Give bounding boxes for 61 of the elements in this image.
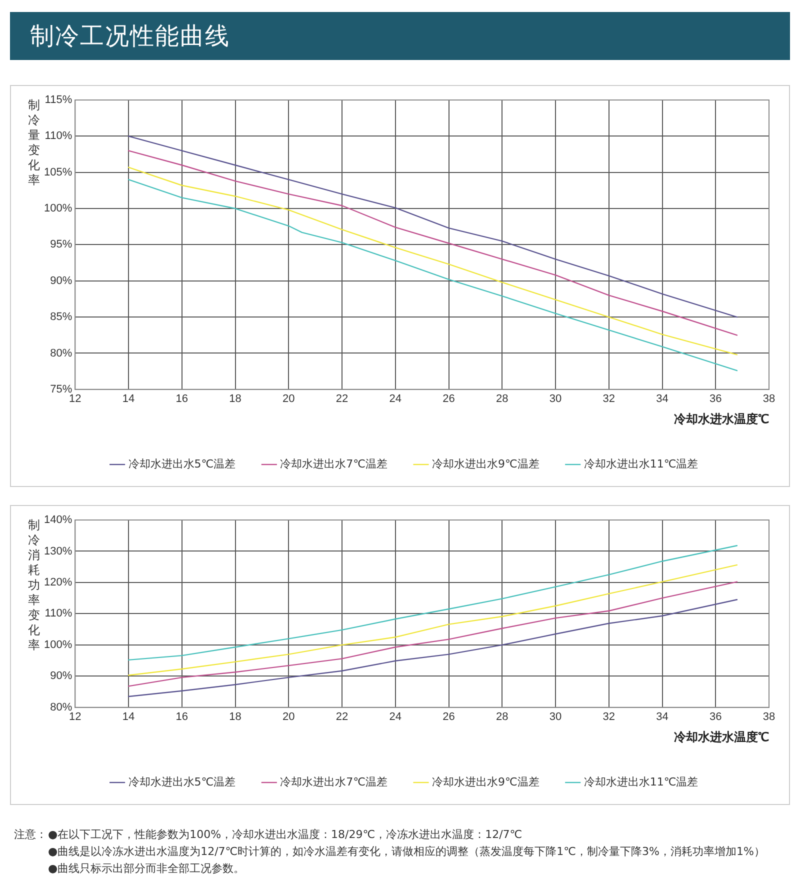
legend-label: 冷却水进出水11℃温差 [584,775,698,788]
x-tick-label: 16 [176,393,188,406]
x-tick-label: 26 [442,711,455,724]
y-tick-label: 80% [50,347,72,360]
x-tick-label: 18 [229,393,242,406]
legend-label: 冷却水进出水5℃温差 [128,775,236,788]
y-tick-label: 95% [50,238,72,251]
y-tick-label: 75% [50,383,72,396]
y-tick-label: 110% [44,608,72,620]
y-tick-label: 100% [44,202,72,215]
y-tick-label: 100% [44,638,72,651]
x-tick-label: 30 [549,393,562,406]
y-tick-label: 85% [50,311,72,324]
legend-label: 冷却水进出水5℃温差 [128,457,236,470]
x-axis-title: 冷却水进水温度℃ [674,412,769,426]
y-tick-label: 110% [44,130,72,142]
x-tick-label: 36 [710,393,722,406]
x-tick-label: 32 [602,711,615,724]
y-tick-label: 90% [50,274,72,287]
x-tick-label: 38 [762,711,776,724]
x-tick-label: 30 [549,711,562,724]
x-tick-label: 20 [282,711,295,724]
x-tick-label: 12 [69,393,82,406]
x-tick-label: 22 [336,393,348,406]
y-tick-label: 90% [50,670,72,682]
x-tick-label: 20 [282,393,295,406]
x-tick-label: 18 [229,711,242,724]
x-tick-label: 26 [442,393,455,406]
x-tick-label: 24 [389,393,402,406]
legend-label: 冷却水进出水11℃温差 [584,457,698,470]
text: 注意： [14,827,48,843]
x-tick-label: 28 [496,711,508,724]
text: 制冷消耗功率变化率 [28,518,40,652]
x-tick-label: 36 [710,711,722,724]
y-axis-title: 制冷量变化率 [27,98,41,188]
x-tick-label: 34 [656,393,668,406]
x-tick-label: 32 [602,393,615,406]
text: ●在以下工况下，性能参数为100%，冷却水进出水温度：18/29℃，冷冻水进出水温度：12/7℃ [48,827,522,843]
x-tick-label: 14 [122,711,135,724]
x-tick-label: 22 [336,711,348,724]
x-tick-label: 24 [389,711,402,724]
legend-label: 冷却水进出水7℃温差 [280,775,388,788]
x-tick-label: 12 [69,711,82,724]
x-tick-label: 28 [496,393,508,406]
y-tick-label: 105% [44,166,72,178]
legend-label: 冷却水进出水9℃温差 [432,457,540,470]
text: ●曲线是以冷冻水进出水温度为12/7℃时计算的，如冷水温差有变化，请做相应的调整（蒸发温度每下降1℃，制冷量下降3%，消耗功率增加1%） [48,844,765,860]
x-tick-label: 14 [122,393,135,406]
x-tick-label: 16 [176,711,188,724]
y-tick-label: 120% [44,576,72,588]
y-tick-label: 130% [44,545,72,558]
x-tick-label: 38 [762,393,776,406]
text: ●曲线只标示出部分而非全部工况参数。 [48,861,245,877]
x-axis-title: 冷却水进水温度℃ [674,730,769,744]
y-tick-label: 80% [50,701,72,714]
x-tick-label: 34 [656,711,668,724]
legend-label: 冷却水进出水7℃温差 [280,457,388,470]
y-tick-label: 115% [44,94,72,106]
legend-label: 冷却水进出水9℃温差 [432,775,540,788]
y-tick-label: 140% [44,514,72,526]
chart-title: 制冷工况性能曲线 [10,12,790,60]
